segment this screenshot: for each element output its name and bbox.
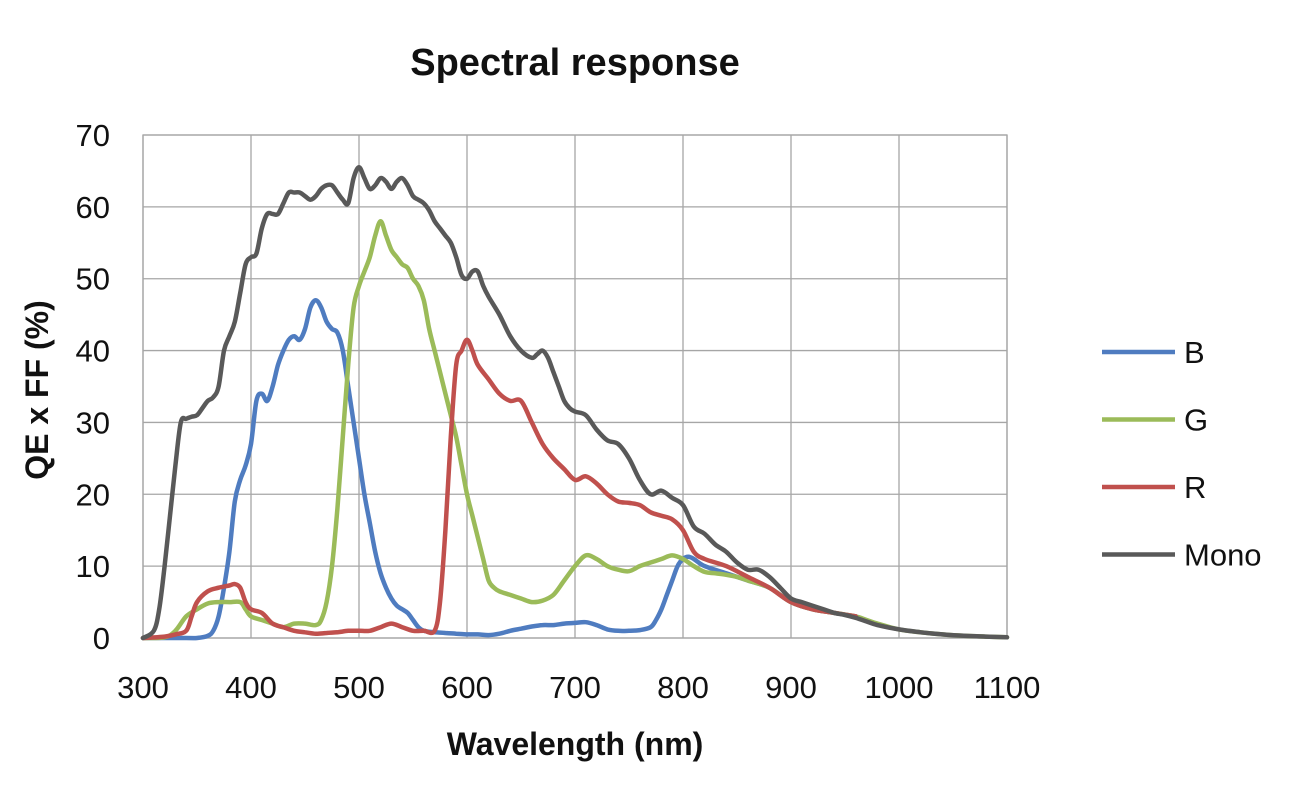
x-tick-label: 400 <box>225 670 277 705</box>
legend: BGR Mono <box>1102 335 1262 573</box>
series-lines <box>140 165 1010 641</box>
series-line-g <box>140 218 1010 641</box>
y-tick-label: 70 <box>76 118 110 153</box>
x-tick-label: 600 <box>441 670 493 705</box>
legend-label-b: B <box>1184 335 1205 370</box>
series-line-mono <box>140 165 1010 641</box>
y-tick-label: 30 <box>76 405 110 440</box>
x-tick-label: 1000 <box>865 670 934 705</box>
x-tick-label: 900 <box>765 670 817 705</box>
x-tick-label: 500 <box>333 670 385 705</box>
legend-label-mono: Mono <box>1184 538 1262 573</box>
y-tick-label: 40 <box>76 334 110 369</box>
plot-area <box>142 134 1008 639</box>
y-axis-title: QE x FF (%) <box>19 300 55 480</box>
series-line-r <box>140 337 859 641</box>
y-tick-label: 0 <box>93 621 110 656</box>
legend-label-g: G <box>1184 403 1208 438</box>
x-tick-label: 1100 <box>974 670 1041 705</box>
y-tick-label: 20 <box>76 477 110 512</box>
legend-label-r: R <box>1184 470 1206 505</box>
y-tick-label: 60 <box>76 190 110 225</box>
y-axis-ticks: 0 10 20 30 40 50 60 70 <box>76 118 110 656</box>
series-line-b <box>140 298 859 641</box>
x-tick-label: 800 <box>657 670 709 705</box>
x-tick-label: 700 <box>549 670 601 705</box>
y-tick-label: 10 <box>76 549 110 584</box>
chart-title: Spectral response <box>410 42 739 84</box>
x-tick-label: 300 <box>117 670 169 705</box>
x-axis-title: Wavelength (nm) <box>447 726 704 762</box>
x-axis-ticks: 300 400 500 600 700 800 900 1000 1100 <box>117 670 1040 705</box>
y-tick-label: 50 <box>76 262 110 297</box>
